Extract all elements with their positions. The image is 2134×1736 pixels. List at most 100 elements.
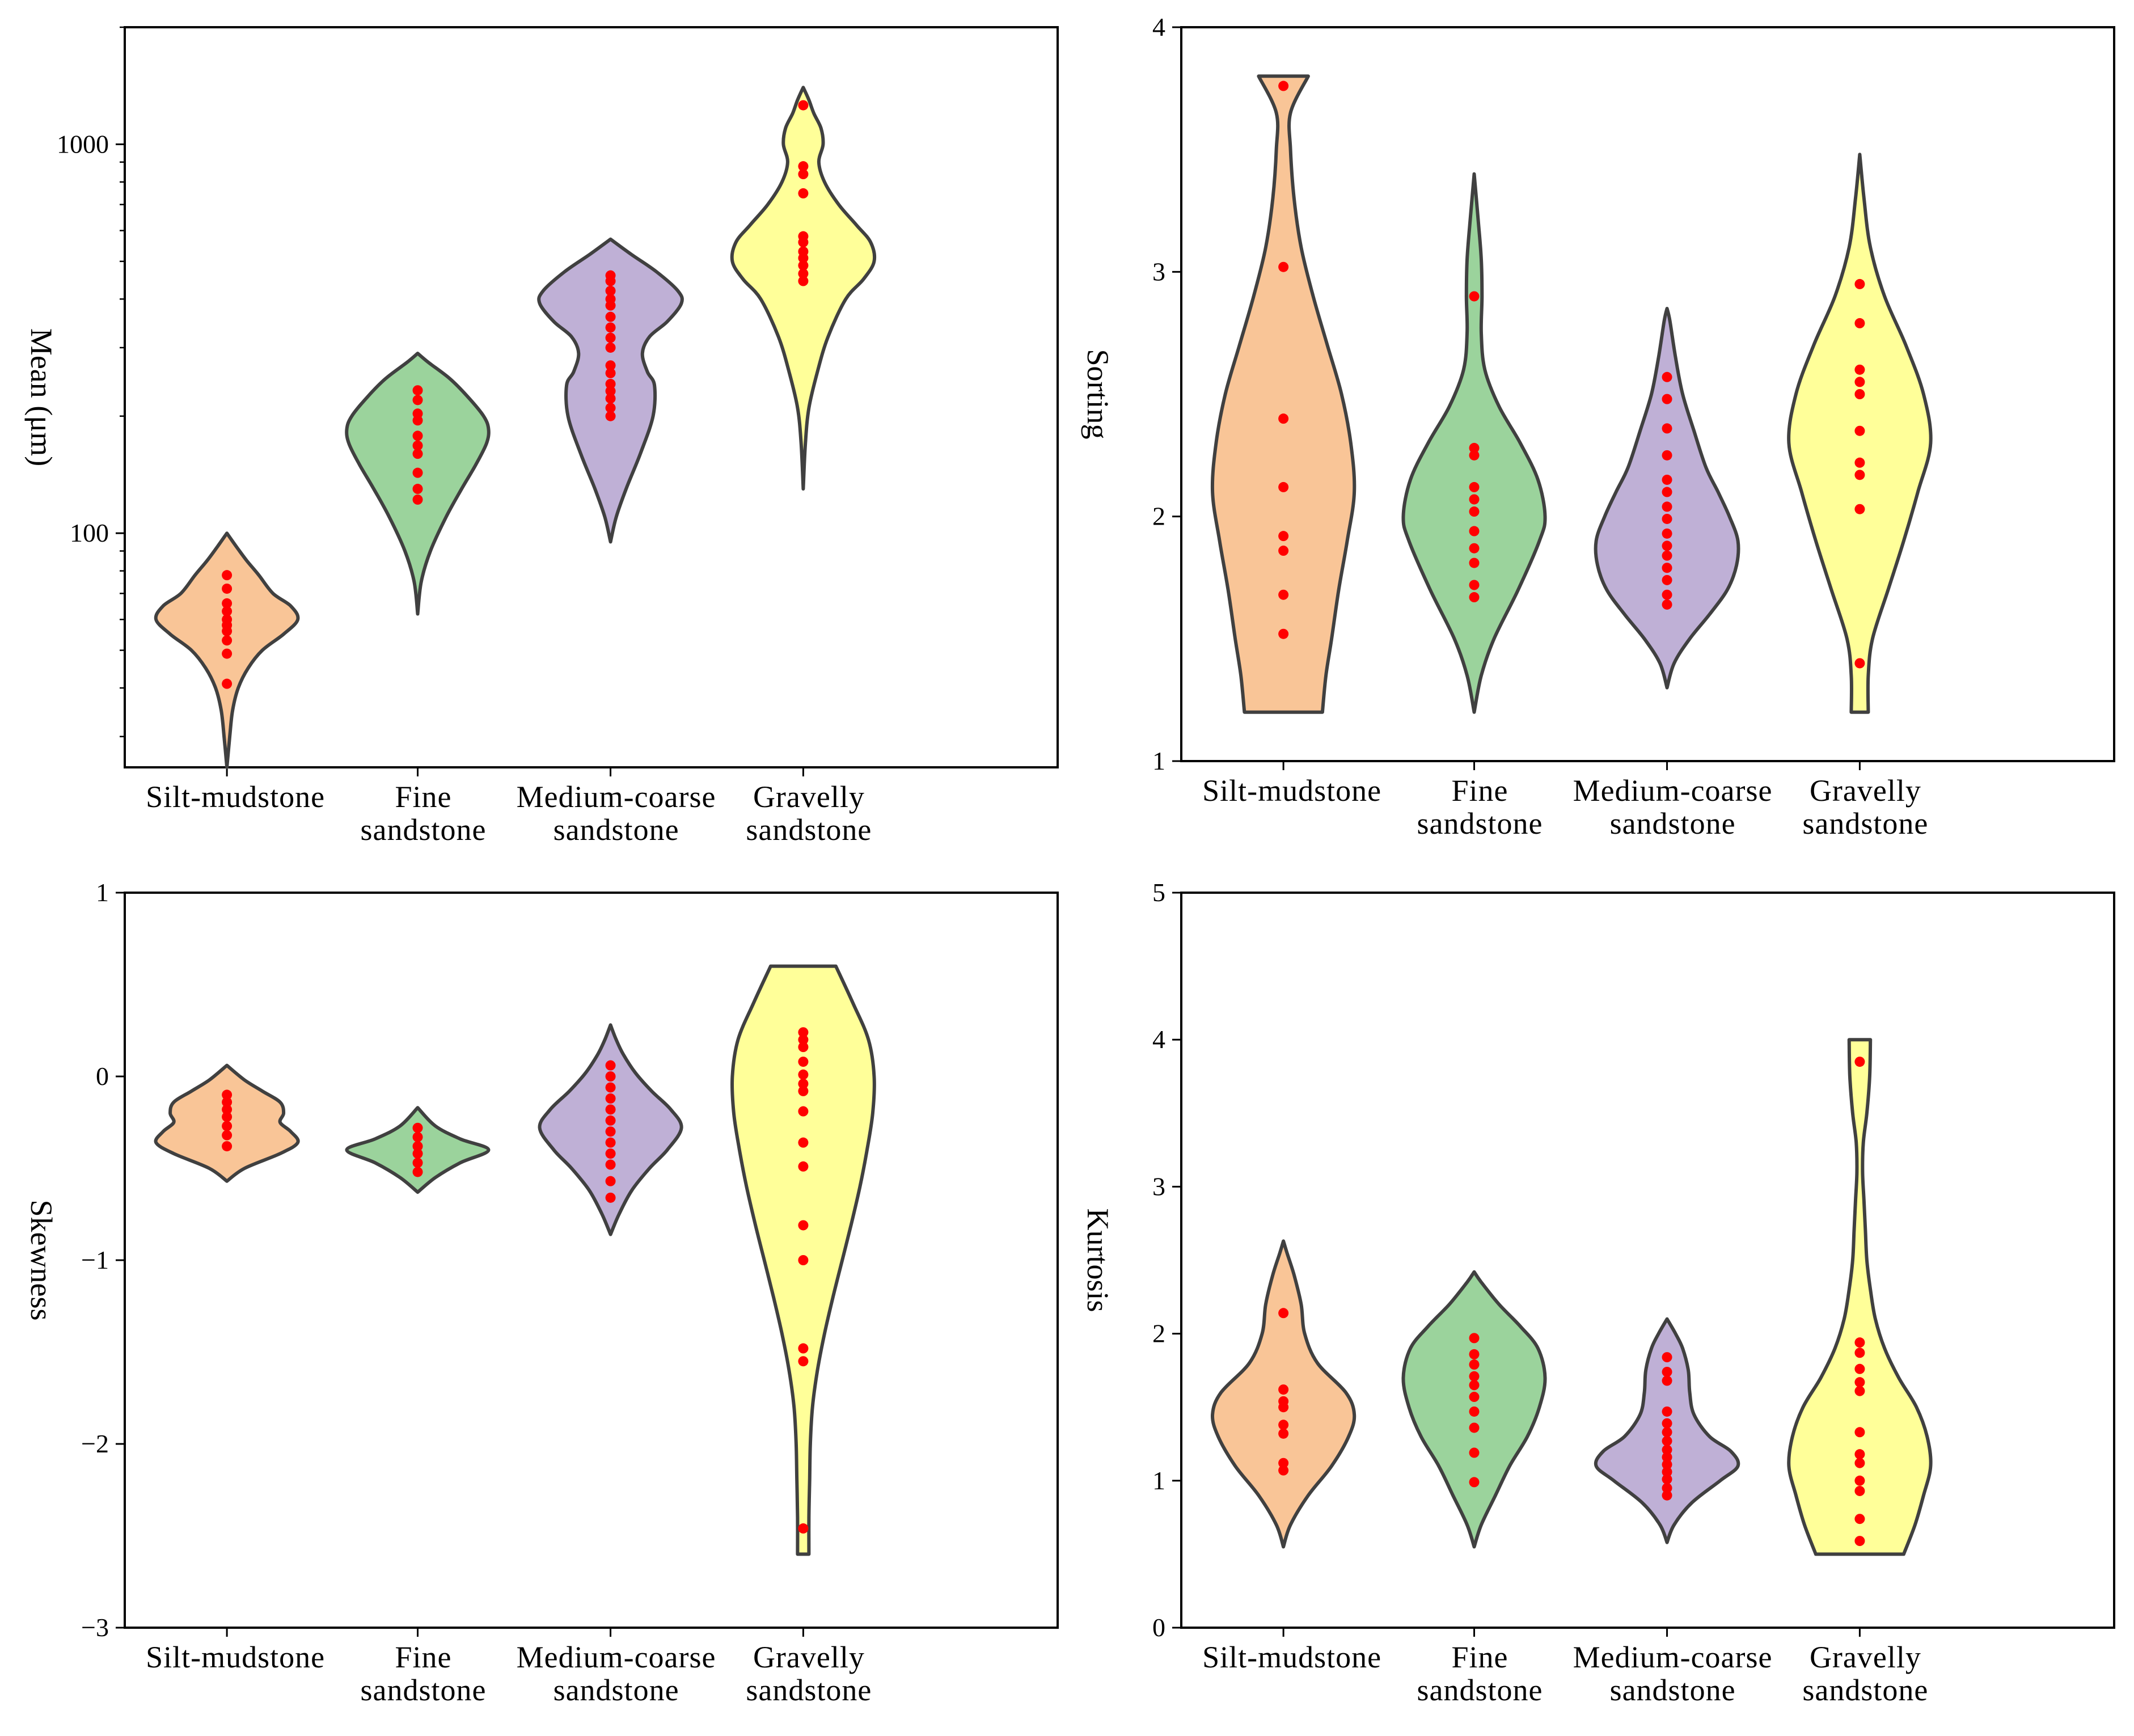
y-tick-label: 1 bbox=[1152, 1466, 1165, 1495]
x-tick-label: Silt-mudstone bbox=[146, 780, 325, 814]
data-point bbox=[1854, 1377, 1865, 1388]
y-tick-label: 4 bbox=[1152, 12, 1165, 41]
x-tick-label: Silt-mudstone bbox=[1202, 774, 1381, 808]
data-point bbox=[1278, 1428, 1289, 1439]
data-point bbox=[222, 1121, 233, 1131]
data-point bbox=[1854, 1057, 1865, 1067]
data-point bbox=[1469, 1349, 1480, 1359]
data-point bbox=[605, 360, 616, 371]
y-tick-label: 100 bbox=[70, 518, 109, 547]
data-point bbox=[1469, 481, 1480, 492]
data-point bbox=[1278, 481, 1289, 492]
data-point bbox=[605, 1148, 616, 1159]
data-point bbox=[605, 378, 616, 389]
data-point bbox=[1662, 1459, 1672, 1470]
data-point bbox=[798, 260, 809, 271]
y-axis-label: Kurtosis bbox=[1081, 1208, 1115, 1312]
data-point bbox=[222, 583, 233, 594]
x-tick-label: sandstone bbox=[1802, 806, 1928, 840]
data-point bbox=[798, 1042, 809, 1053]
data-point bbox=[798, 1106, 809, 1117]
data-point bbox=[605, 270, 616, 281]
data-point bbox=[1854, 1449, 1865, 1460]
x-tick-label: sandstone bbox=[1417, 806, 1543, 840]
x-tick-label: sandstone bbox=[553, 813, 679, 847]
data-point bbox=[605, 311, 616, 322]
data-point bbox=[1662, 1366, 1672, 1377]
data-point bbox=[1469, 1359, 1480, 1370]
data-point bbox=[1662, 487, 1672, 497]
data-point bbox=[798, 188, 809, 198]
plot-frame bbox=[1180, 892, 2115, 1629]
y-tick-label: 0 bbox=[96, 1062, 109, 1091]
data-point bbox=[1662, 371, 1672, 382]
data-point bbox=[1662, 1352, 1672, 1363]
data-point bbox=[1278, 531, 1289, 542]
y-axis-label: Sorting bbox=[1081, 349, 1115, 439]
data-point bbox=[1854, 658, 1865, 669]
data-point bbox=[605, 1137, 616, 1148]
data-point bbox=[1662, 1444, 1672, 1455]
data-point bbox=[1469, 1333, 1480, 1344]
data-point bbox=[798, 1220, 809, 1231]
data-point bbox=[1854, 278, 1865, 289]
y-tick-label: 1 bbox=[1152, 746, 1165, 775]
data-point bbox=[1854, 425, 1865, 436]
data-point bbox=[412, 440, 423, 451]
data-point bbox=[1469, 1447, 1480, 1458]
data-point bbox=[605, 294, 616, 305]
data-point bbox=[412, 1131, 423, 1142]
x-tick-label: Gravelly bbox=[753, 1640, 865, 1674]
data-point bbox=[1662, 474, 1672, 485]
x-tick-label: sandstone bbox=[746, 813, 872, 847]
data-point bbox=[798, 1078, 809, 1089]
data-point bbox=[798, 268, 809, 279]
violin-gravel bbox=[730, 86, 877, 491]
data-point bbox=[1854, 1337, 1865, 1348]
data-point bbox=[222, 1104, 233, 1115]
data-point bbox=[1662, 550, 1672, 561]
violin-medium bbox=[1594, 307, 1740, 690]
x-tick-label: sandstone bbox=[1610, 806, 1736, 840]
data-point bbox=[222, 678, 233, 689]
data-point bbox=[1854, 377, 1865, 387]
data-point bbox=[1662, 513, 1672, 524]
data-point bbox=[1662, 423, 1672, 434]
data-point bbox=[798, 276, 809, 286]
data-point bbox=[1662, 1474, 1672, 1485]
y-tick-label: 3 bbox=[1152, 1172, 1165, 1201]
data-point bbox=[222, 635, 233, 646]
data-point bbox=[1469, 543, 1480, 554]
data-point bbox=[1662, 1490, 1672, 1501]
data-point bbox=[1469, 1392, 1480, 1403]
data-point bbox=[1278, 1384, 1289, 1395]
data-point bbox=[605, 1082, 616, 1093]
data-point bbox=[222, 1130, 233, 1141]
y-tick-label: −2 bbox=[81, 1429, 109, 1458]
data-point bbox=[1662, 1418, 1672, 1429]
data-point bbox=[605, 403, 616, 413]
data-point bbox=[798, 1161, 809, 1172]
data-point bbox=[798, 1523, 809, 1534]
data-point bbox=[1278, 81, 1289, 91]
data-point bbox=[1662, 1435, 1672, 1446]
data-point bbox=[605, 1126, 616, 1137]
data-point bbox=[605, 285, 616, 296]
x-tick-label: Silt-mudstone bbox=[1202, 1640, 1381, 1674]
data-point bbox=[1469, 592, 1480, 603]
plot-frame bbox=[124, 892, 1059, 1629]
x-tick-label: sandstone bbox=[746, 1673, 872, 1707]
data-point bbox=[605, 1104, 616, 1115]
data-point bbox=[798, 100, 809, 111]
data-point bbox=[222, 1097, 233, 1108]
data-point bbox=[798, 1356, 809, 1367]
data-point bbox=[1278, 261, 1289, 272]
data-point bbox=[1662, 563, 1672, 573]
data-point bbox=[1469, 450, 1480, 461]
y-tick-label: 3 bbox=[1152, 257, 1165, 286]
data-point bbox=[1662, 501, 1672, 512]
data-point bbox=[1278, 589, 1289, 600]
data-point bbox=[412, 385, 423, 396]
